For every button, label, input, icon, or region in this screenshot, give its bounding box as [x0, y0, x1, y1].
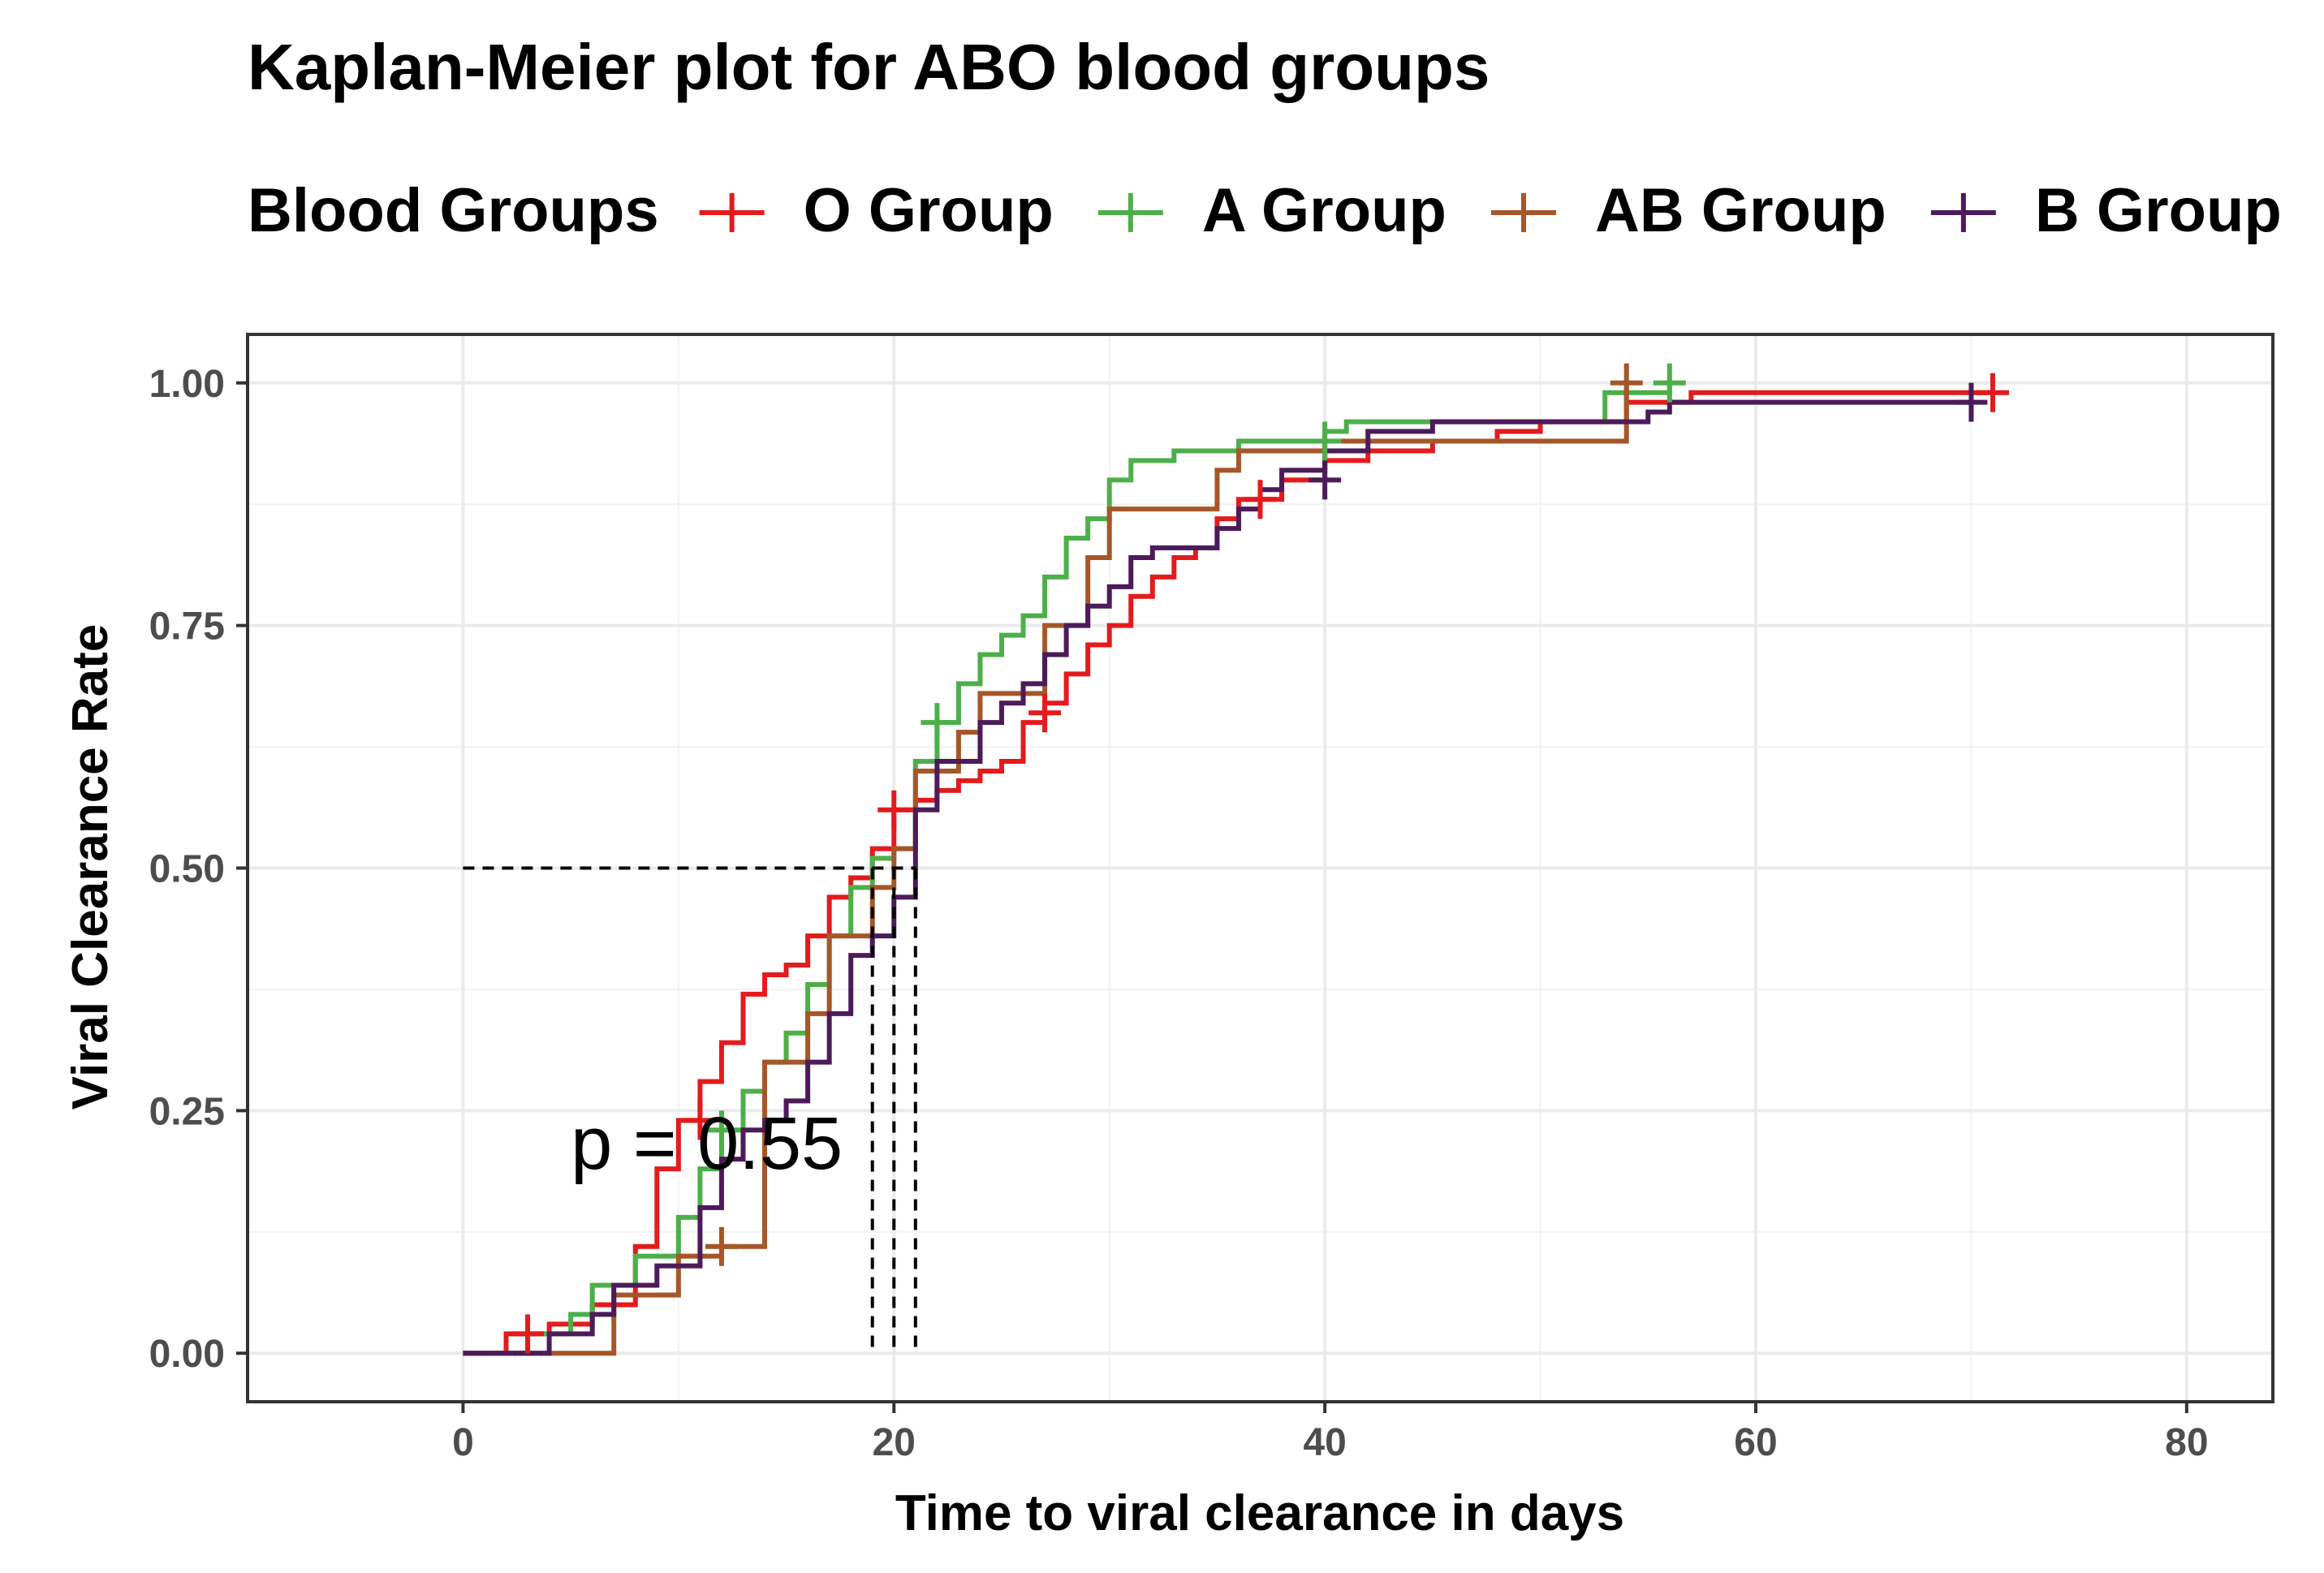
median-reference-lines [463, 866, 917, 1354]
legend-label: AB Group [1595, 176, 1886, 245]
series-line-a-group [463, 382, 1672, 1356]
legend-label: B Group [2035, 176, 2282, 245]
x-tick-label: 80 [2165, 1421, 2208, 1464]
y-tick-label: 0.50 [149, 848, 225, 891]
legend-item-o-group: O Group [699, 176, 1054, 245]
plot-panel: p = 0.55 [246, 333, 2274, 1403]
y-tick-label: 0.25 [149, 1090, 225, 1133]
x-axis-title: Time to viral clearance in days [895, 1485, 1624, 1541]
legend-item-a-group: A Group [1097, 176, 1447, 245]
p-value-annotation: p = 0.55 [571, 1102, 843, 1185]
y-tick-label: 0.75 [149, 605, 225, 649]
legend-label: O Group [804, 176, 1054, 245]
series-line-b-group [463, 399, 1972, 1356]
y-axis-title: Viral Clearance Rate [63, 624, 119, 1110]
y-tick-label: 0.00 [149, 1333, 225, 1376]
legend-item-b-group: B Group [1930, 176, 2282, 245]
legend: Blood Groups O Group A Group AB Group B Gro… [248, 176, 2282, 245]
x-tick-label: 40 [1303, 1421, 1346, 1464]
chart-title: Kaplan-Meier plot for ABO blood groups [248, 31, 1490, 103]
censor-marks [511, 363, 2009, 1354]
axes: 0 20 40 60 80 0.00 0.25 0.50 0.75 1.00 [149, 363, 2209, 1464]
x-tick-label: 20 [873, 1421, 916, 1464]
legend-label: A Group [1202, 176, 1447, 245]
x-tick-label: 60 [1734, 1421, 1777, 1464]
x-tick-label: 0 [452, 1421, 474, 1464]
legend-item-ab-group: AB Group [1490, 176, 1886, 245]
legend-title: Blood Groups [248, 176, 659, 245]
y-tick-label: 1.00 [149, 363, 225, 406]
